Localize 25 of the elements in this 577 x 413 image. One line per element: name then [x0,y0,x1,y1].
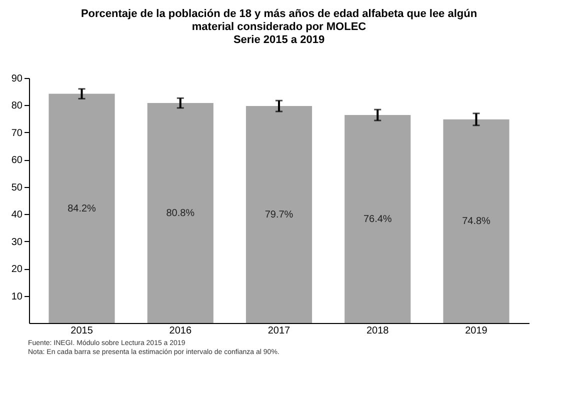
bar [48,94,115,323]
y-tick-label: 60 [11,155,23,166]
y-tick-label: 40 [11,210,23,221]
chart-title: Porcentaje de la población de 18 y más años de edad alfabeta que lee algún material considerado por MOLEC Serie 2015 a 2019 [80,8,478,46]
data-label: 74.8% [462,216,491,228]
bar [344,115,411,323]
y-tick-label: 30 [11,236,23,248]
y-tick-label: 10 [11,291,23,302]
x-tick-label: 2017 [268,326,291,336]
y-tick-label: 80 [11,100,23,112]
x-tick-label: 2015 [70,326,94,336]
data-label: 80.8% [166,208,195,220]
x-tick-label: 2019 [465,326,488,336]
data-label: 84.2% [68,203,96,214]
bar [246,106,312,323]
y-tick-label: 20 [11,264,23,276]
y-tick-label: 70 [11,128,23,139]
x-tick-label: 2018 [366,326,390,336]
bar [147,103,214,323]
data-label: 76.4% [363,214,392,226]
bar [443,119,510,323]
y-tick-label: 90 [11,74,23,84]
data-label: 79.7% [264,210,294,221]
x-tick-label: 2016 [169,326,192,336]
y-tick-label: 50 [11,182,23,194]
